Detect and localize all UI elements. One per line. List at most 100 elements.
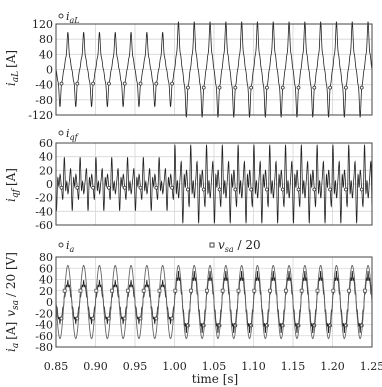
ylabel-ia-vsa: ia[A]vsa/ 20 [V]: [4, 252, 21, 352]
series-marker-circle: [201, 85, 206, 90]
series-marker-square: [94, 288, 99, 293]
legend-vsa-tail: / 20: [234, 238, 261, 252]
panel-ia-vsa-frame: [55, 256, 373, 348]
y-tick-label: -20: [35, 307, 53, 320]
series-marker-circle: [154, 185, 159, 190]
series-marker-square: [173, 288, 178, 293]
series-marker-circle: [217, 187, 222, 192]
series-marker-circle: [249, 187, 254, 192]
series-marker-circle: [138, 185, 143, 190]
series-marker-circle: [122, 81, 127, 86]
legend-vsa-square-marker: [209, 242, 215, 248]
svg-text:iqf: iqf: [66, 127, 80, 142]
panel-ia-vsa-traces: [55, 265, 373, 339]
series-marker-circle: [265, 85, 269, 90]
y-tick-label: 80: [39, 33, 53, 46]
y-tick-label: 0: [46, 64, 53, 77]
series-marker-circle: [312, 187, 317, 192]
y-tick-label: -60: [35, 219, 53, 232]
series-i-qf-line: [55, 144, 373, 224]
y-tick-label: -20: [35, 192, 53, 205]
series-marker-circle: [312, 85, 317, 90]
series-marker-circle: [107, 185, 111, 190]
legend-iqf-label: i: [66, 127, 70, 140]
series-marker-circle: [154, 81, 159, 86]
series-marker-circle: [59, 81, 64, 86]
y-tick-label: 80: [39, 251, 53, 264]
series-marker-circle: [138, 81, 143, 86]
series-marker-circle: [107, 81, 111, 86]
y-tick-label: 60: [39, 137, 53, 150]
series-marker-square: [141, 288, 146, 293]
legend-vsa-label: v: [218, 238, 225, 252]
series-marker-circle: [233, 187, 238, 192]
series-marker-circle: [170, 81, 175, 86]
x-tick-label: 0.90: [83, 360, 108, 373]
x-tick-label: 1.00: [162, 360, 187, 373]
series-marker-circle: [75, 81, 80, 86]
series-marker-circle: [186, 85, 190, 90]
series-marker-square: [110, 288, 114, 293]
series-marker-square: [78, 288, 83, 293]
legend-iqf-circle-marker: [58, 130, 64, 136]
series-marker-square: [283, 288, 288, 293]
legend-ia-sub: a: [70, 245, 75, 254]
series-marker-square: [299, 288, 304, 293]
legend-vsa-sub: sa: [225, 245, 234, 254]
series-marker-circle: [122, 185, 127, 190]
series-marker-circle: [359, 85, 364, 90]
y-tick-label: 60: [39, 262, 53, 275]
panel-ial: -120 -80 -40 0 40 80 120: [28, 18, 373, 122]
series-marker-circle: [170, 185, 175, 190]
series-marker-circle: [344, 85, 348, 90]
series-marker-square: [362, 288, 367, 293]
y-tick-label: -80: [35, 94, 53, 107]
y-tick-label: -40: [35, 319, 53, 332]
panel-ial-legend: iaL: [58, 10, 80, 25]
panel-ial-frame: [55, 23, 373, 116]
legend-ial-circle-marker: [58, 13, 64, 19]
series-marker-circle: [249, 85, 254, 90]
panel-ia-legend: ia vsa / 20: [58, 238, 261, 254]
panel-iqf-frame: [55, 142, 373, 226]
y-tick-label: 120: [32, 18, 53, 31]
y-tick-label: -40: [35, 79, 53, 92]
series-marker-square: [236, 288, 241, 293]
legend-ia-circle-marker: [58, 242, 64, 248]
series-marker-square: [62, 288, 67, 293]
x-tick-labels: 0.85 0.90 0.95 1.00 1.05 1.10 1.15 1.20 1.25: [44, 360, 382, 373]
series-marker-circle: [359, 187, 364, 192]
x-axis-label: time [s]: [192, 372, 238, 386]
y-tick-label: -40: [35, 205, 53, 218]
series-marker-square: [125, 288, 130, 293]
series-marker-circle: [328, 187, 333, 192]
x-tick-label: 1.05: [202, 360, 227, 373]
series-marker-circle: [59, 185, 64, 190]
series-marker-circle: [280, 85, 285, 90]
series-marker-square: [331, 288, 336, 293]
y-tick-label: 20: [39, 164, 53, 177]
y-tick-label: 0: [46, 296, 53, 309]
series-marker-square: [347, 288, 351, 293]
series-marker-circle: [265, 187, 269, 192]
x-tick-label: 0.85: [44, 360, 69, 373]
y-tick-label: 40: [39, 274, 53, 287]
series-marker-circle: [328, 85, 333, 90]
series-marker-circle: [233, 85, 238, 90]
series-marker-circle: [296, 187, 301, 192]
series-marker-circle: [201, 187, 206, 192]
legend-ial-label: i: [66, 10, 70, 23]
series-i-al-line: [55, 21, 373, 118]
series-marker-square: [268, 288, 272, 293]
x-tick-label: 1.10: [241, 360, 266, 373]
panel-iqf-traces: [55, 144, 373, 224]
series-marker-circle: [91, 81, 96, 86]
series-marker-square: [157, 288, 162, 293]
y-tick-label: -60: [35, 330, 53, 343]
series-marker-circle: [91, 185, 96, 190]
x-tick-label: 0.95: [123, 360, 148, 373]
series-marker-circle: [344, 187, 348, 192]
series-marker-circle: [217, 85, 222, 90]
